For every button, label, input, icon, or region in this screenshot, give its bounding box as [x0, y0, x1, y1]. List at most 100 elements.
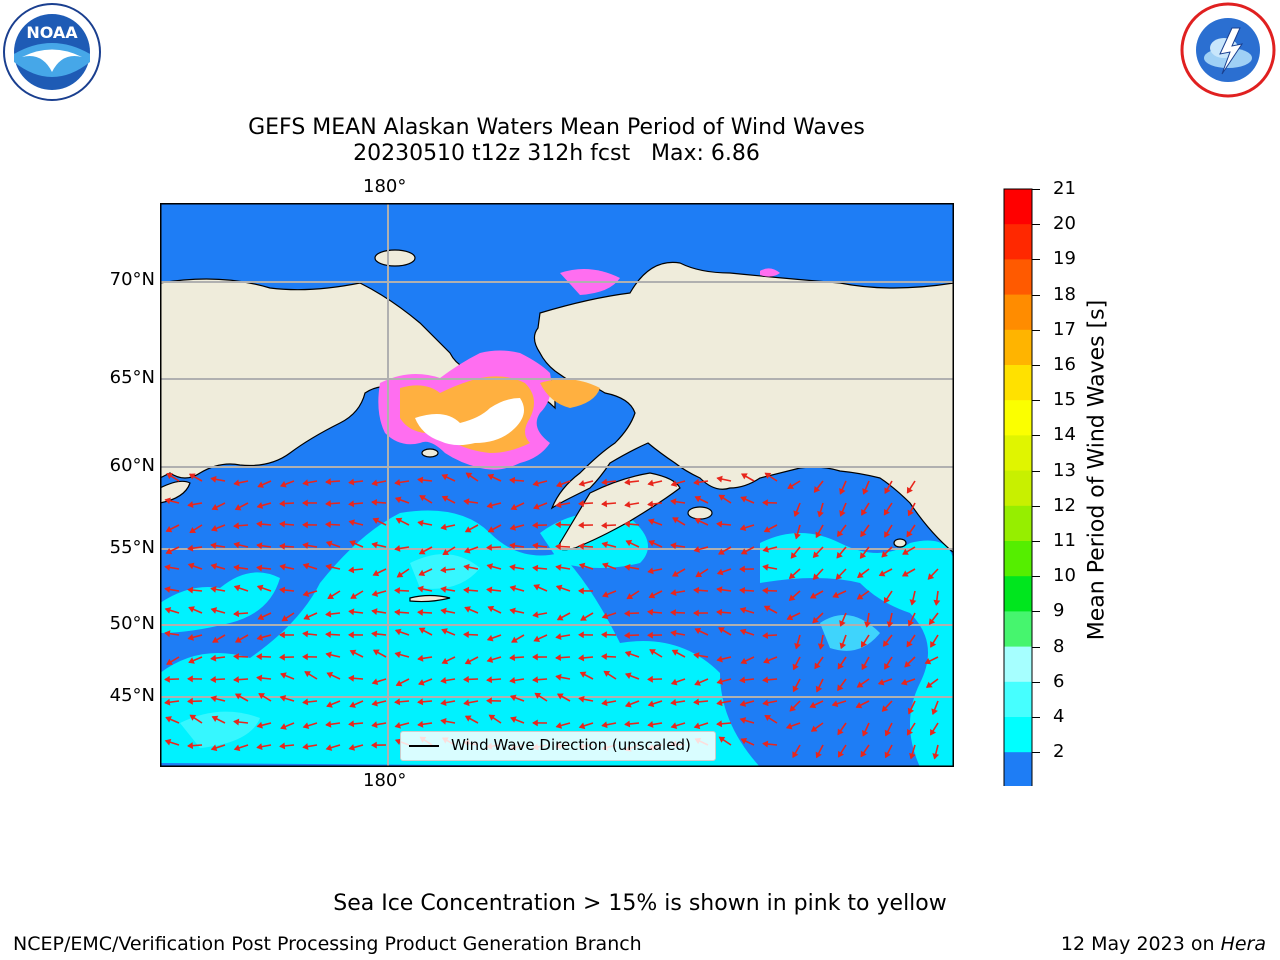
wave-arrow-head — [280, 723, 287, 730]
wave-arrow-head — [371, 608, 378, 615]
wave-arrow-head — [716, 586, 723, 594]
graticule — [160, 203, 954, 767]
sea-ice-note: Sea Ice Concentration > 15% is shown in … — [333, 891, 947, 916]
wave-arrow-head — [647, 608, 654, 616]
colorbar-segment — [1004, 646, 1032, 683]
wave-arrow-head — [578, 722, 586, 730]
wave-arrow-head — [555, 481, 563, 488]
wave-arrow-head — [716, 720, 723, 728]
wave-arrow-head — [325, 478, 332, 486]
wave-arrow-head — [164, 738, 172, 746]
run-host: Hera — [1220, 933, 1266, 955]
wave-arrow-head — [906, 640, 913, 648]
wave-arrow-head — [815, 531, 822, 539]
wave-arrow-head — [533, 584, 540, 591]
wave-arrow-head — [882, 640, 890, 647]
wave-arrow-head — [532, 653, 538, 661]
wave-arrow-head — [210, 585, 217, 593]
wave-arrow-head — [924, 657, 932, 665]
wave-arrow-head — [348, 566, 355, 574]
wave-arrow-head — [532, 611, 539, 619]
wave-arrow-head — [257, 613, 265, 621]
colorbar-tick-label: 16 — [1053, 354, 1076, 375]
wave-arrow-head — [349, 649, 357, 656]
wave-arrow-head — [835, 573, 843, 580]
wave-arrow-head — [837, 530, 844, 538]
wave-arrow-head — [532, 542, 539, 550]
wave-arrow-head — [839, 510, 846, 517]
wave-arrow-head — [304, 671, 311, 678]
wave-arrow-head — [815, 751, 822, 759]
wave-arrow-head — [930, 728, 937, 736]
wave-arrow-head — [861, 509, 868, 516]
wave-arrow-head — [256, 584, 264, 592]
lat-label-70: 70°N — [109, 269, 155, 290]
wave-arrow-head — [211, 504, 219, 511]
wave-arrow-head — [371, 479, 378, 487]
wave-arrow-head — [788, 572, 796, 580]
colorbar-tick-mark — [1032, 505, 1040, 507]
wave-arrow-head — [647, 700, 655, 708]
run-date: 12 May 2023 on Hera — [1061, 933, 1266, 955]
wave-arrow-head — [555, 521, 561, 529]
wave-arrow-head — [281, 615, 289, 622]
wave-arrow-head — [372, 569, 380, 577]
wave-arrow-head — [831, 700, 839, 708]
wave-arrow-head — [394, 496, 402, 504]
lat-label-50: 50°N — [109, 613, 155, 634]
wave-arrow-head — [394, 628, 402, 636]
wave-arrow-head — [601, 721, 608, 729]
wave-arrow-head — [555, 584, 563, 592]
wave-arrow-head — [648, 592, 656, 599]
wave-arrow-head — [233, 653, 239, 661]
wave-arrow-head — [372, 517, 380, 525]
wave-arrow-head — [486, 501, 493, 509]
wave-arrow-head — [813, 486, 821, 493]
wave-arrow-head — [419, 495, 426, 502]
wave-arrow-head — [256, 520, 263, 528]
wave-arrow-head — [718, 548, 725, 555]
wave-arrow-head — [348, 674, 355, 682]
wave-arrow-head — [256, 542, 263, 550]
wave-arrow-head — [509, 694, 517, 702]
wave-arrow-head — [856, 593, 864, 600]
wave-arrow-head — [417, 720, 424, 728]
wave-arrow-head — [371, 590, 379, 597]
wave-arrow-head — [187, 544, 194, 552]
wave-arrow-head — [442, 549, 450, 556]
colorbar-tick-label: 6 — [1053, 670, 1065, 692]
wave-arrow-head — [555, 564, 562, 571]
wave-arrow-head — [257, 481, 264, 488]
wave-arrow-head — [555, 501, 562, 509]
wave-arrow-head — [511, 636, 518, 643]
wave-arrow-head — [417, 585, 424, 593]
map-panel — [160, 203, 954, 767]
wave-arrow-head — [417, 609, 424, 616]
wave-arrow-head — [647, 721, 654, 728]
wave-arrow-head — [210, 542, 217, 550]
colorbar-label: Mean Period of Wind Waves [s] — [1084, 299, 1110, 641]
wave-arrow-head — [792, 663, 799, 671]
wave-arrow-head — [211, 525, 218, 532]
wave-arrow-head — [555, 654, 562, 662]
wave-arrow-head — [716, 475, 723, 483]
wave-arrow-head — [486, 634, 494, 642]
wave-arrow-head — [486, 697, 492, 705]
wave-arrow-head — [510, 503, 518, 511]
sea-ice-layer — [378, 268, 780, 470]
colorbar — [1000, 186, 1040, 817]
wave-arrow-head — [532, 564, 539, 572]
wave-arrow-head — [302, 698, 309, 706]
wave-arrow-head — [788, 594, 796, 601]
wave-arrow-head — [718, 736, 726, 743]
wave-arrow-head — [372, 649, 380, 656]
colorbar-tick-mark — [1032, 646, 1040, 648]
wave-arrow-head — [762, 587, 768, 595]
wave-arrow-head — [348, 500, 355, 508]
wave-arrow-head — [188, 657, 195, 664]
wave-arrow-head — [279, 563, 286, 571]
wave-arrow-head — [762, 740, 769, 748]
wave-arrow-head — [371, 741, 377, 749]
colorbar-tick-label: 4 — [1053, 706, 1065, 727]
colorbar-segment — [1004, 717, 1032, 753]
